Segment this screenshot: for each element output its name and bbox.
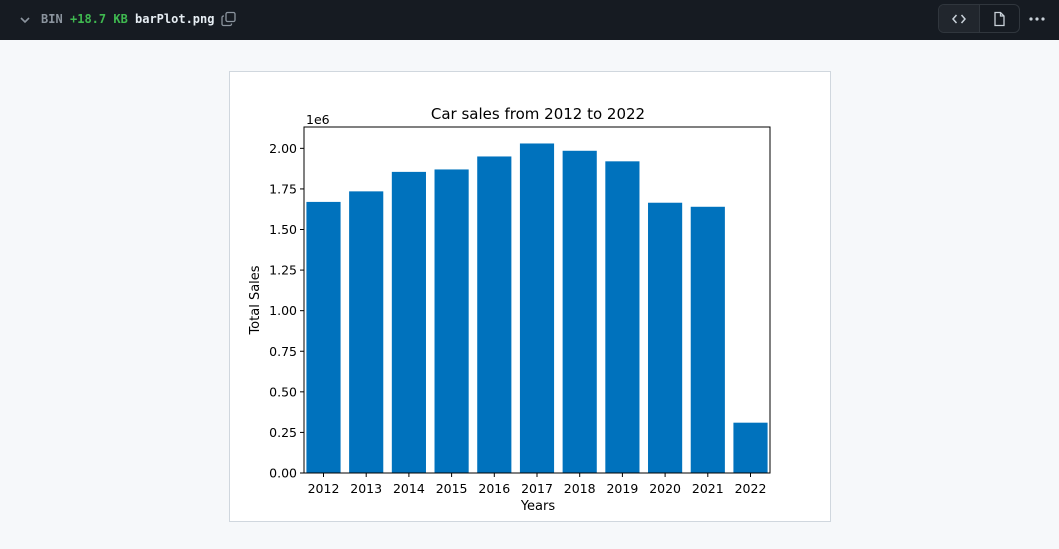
bar-2012 (306, 201, 341, 473)
bar-2016 (477, 156, 512, 473)
file-icon (994, 11, 1005, 26)
image-preview-frame: Car sales from 2012 to 2022 1e6 Total Sa… (229, 71, 831, 522)
y-tick-label: 0.00 (269, 466, 297, 481)
x-tick-label: 2012 (308, 481, 340, 496)
x-tick-label: 2018 (564, 481, 596, 496)
more-options-button[interactable] (1026, 8, 1048, 30)
x-tick-label: 2020 (649, 481, 681, 496)
y-tick-label: 1.75 (269, 181, 297, 196)
view-toggle (938, 4, 1020, 33)
chevron-down-icon[interactable] (18, 13, 32, 27)
x-ticks-group: 2012 2013 2014 2015 2016 2017 2018 2019 2020 2021… (308, 473, 767, 496)
bar-2013 (349, 191, 384, 474)
y-tick-label: 0.50 (269, 384, 297, 399)
y-tick-label: 1.25 (269, 263, 297, 278)
x-tick-label: 2016 (478, 481, 510, 496)
y-tick-label: 1.50 (269, 222, 297, 237)
file-type-label: BIN (41, 12, 63, 26)
bar-2019 (605, 161, 640, 473)
x-tick-label: 2015 (436, 481, 468, 496)
y-tick-label: 0.25 (269, 425, 297, 440)
x-tick-label: 2022 (735, 481, 767, 496)
y-tick-label: 0.75 (269, 344, 297, 359)
bar-2015 (434, 169, 469, 473)
y-offset-label: 1e6 (306, 112, 330, 127)
x-tick-label: 2013 (350, 481, 382, 496)
copy-icon[interactable] (220, 10, 238, 28)
x-tick-label: 2021 (692, 481, 724, 496)
y-tick-label: 2.00 (269, 141, 297, 156)
x-axis-label: Years (520, 499, 556, 514)
bar-2014 (391, 171, 426, 473)
y-axis-label: Total Sales (248, 265, 263, 335)
kebab-horizontal-icon (1029, 17, 1045, 21)
file-view-button[interactable] (978, 5, 1020, 32)
y-tick-label: 1.00 (269, 303, 297, 318)
code-icon (951, 14, 966, 23)
plot-area-frame (303, 126, 771, 474)
code-view-button[interactable] (939, 5, 979, 32)
bar-2022 (733, 422, 768, 473)
bar-2021 (690, 206, 725, 473)
y-ticks-group: 0.00 0.25 0.50 0.75 1.00 1.25 1.50 1.75 2.00 (269, 141, 304, 481)
x-tick-label: 2017 (521, 481, 553, 496)
x-tick-label: 2014 (393, 481, 425, 496)
bar-2020 (648, 202, 683, 474)
bar-2018 (562, 150, 597, 473)
size-delta: +18.7 KB (70, 12, 128, 26)
bar-2017 (519, 143, 555, 473)
bar-chart: Car sales from 2012 to 2022 1e6 Total Sa… (248, 105, 771, 514)
x-tick-label: 2019 (606, 481, 638, 496)
file-header: BIN +18.7 KB barPlot.png (0, 0, 1059, 40)
bars-group (306, 143, 768, 474)
chart-title: Car sales from 2012 to 2022 (431, 105, 645, 123)
file-name[interactable]: barPlot.png (135, 12, 215, 26)
